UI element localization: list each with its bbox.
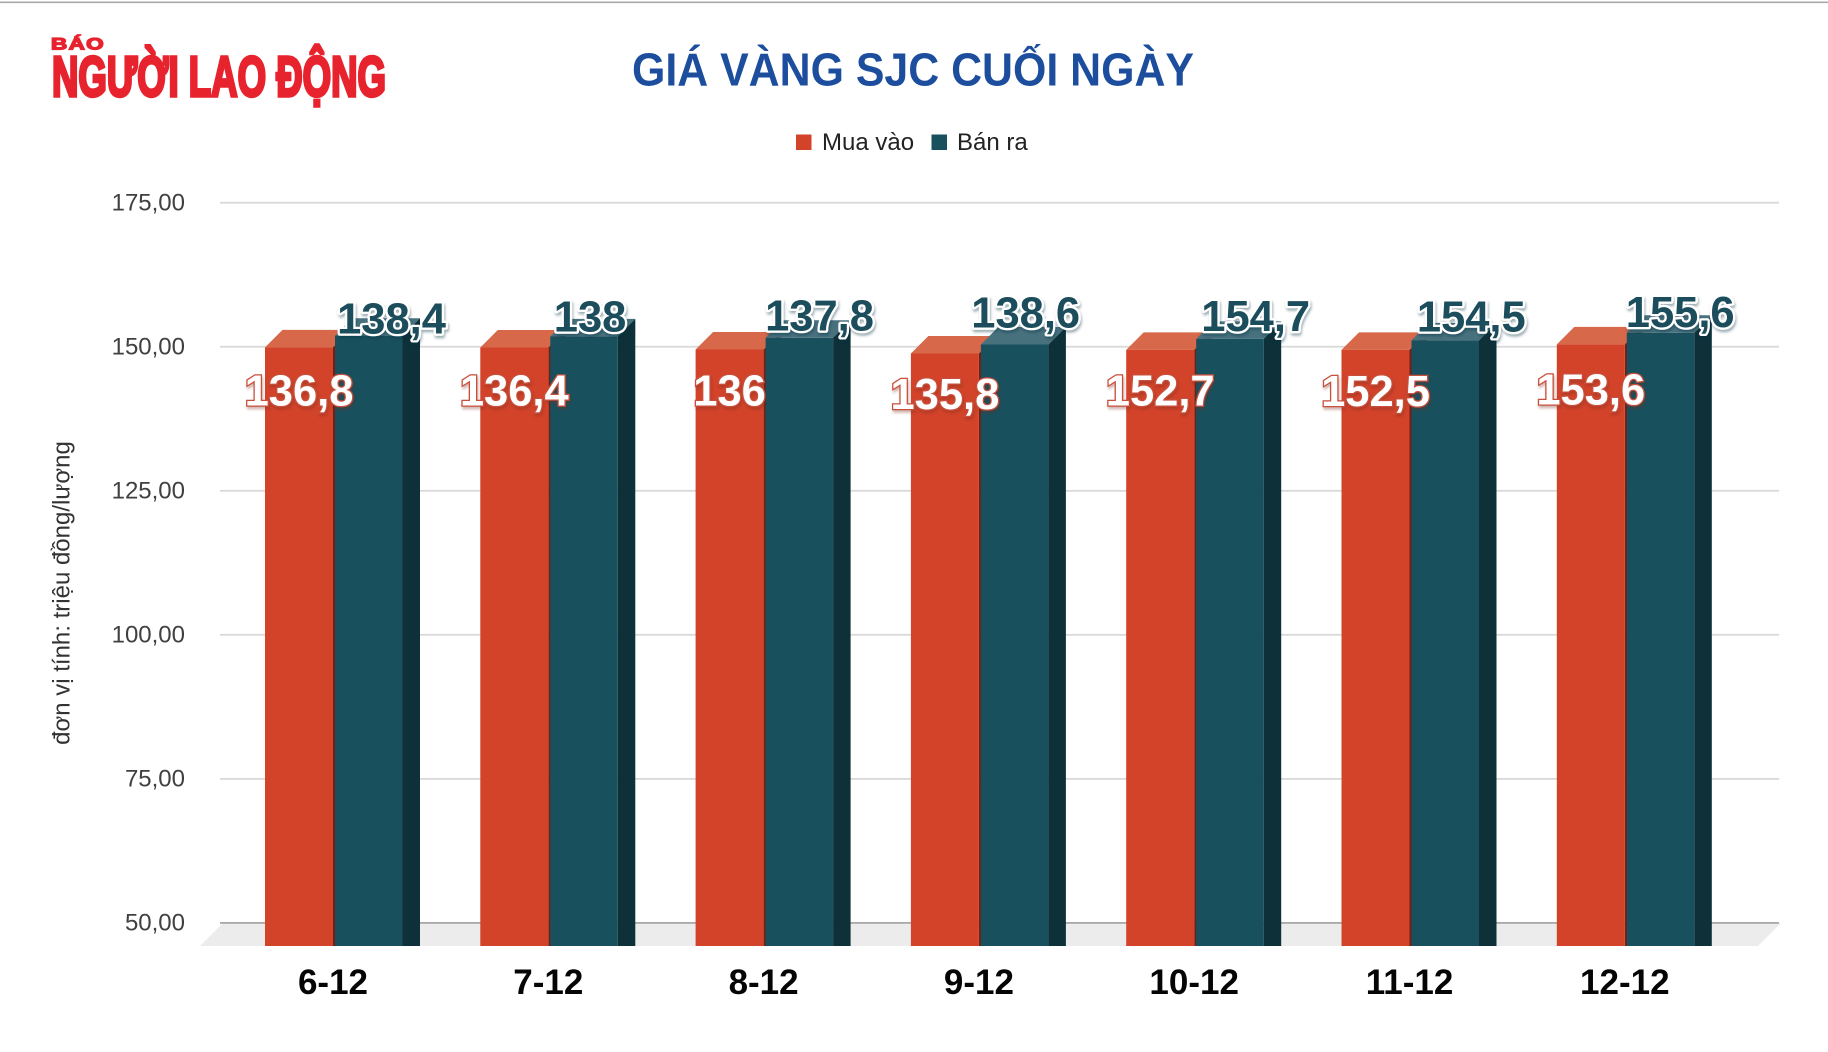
svg-text:GIÁ VÀNG SJC CUỐI NGÀY: GIÁ VÀNG SJC CUỐI NGÀY	[632, 44, 1194, 96]
svg-text:135,8: 135,8	[890, 371, 999, 419]
svg-text:136: 136	[693, 368, 766, 416]
svg-text:136,8: 136,8	[245, 368, 354, 416]
svg-text:152,5: 152,5	[1321, 368, 1430, 416]
svg-text:50,00: 50,00	[125, 910, 185, 937]
svg-text:137,8: 137,8	[765, 293, 874, 341]
svg-text:125,00: 125,00	[112, 478, 185, 505]
svg-text:9-12: 9-12	[944, 963, 1014, 1002]
svg-text:6-12: 6-12	[298, 963, 368, 1002]
svg-text:153,6: 153,6	[1536, 367, 1645, 415]
svg-text:10-12: 10-12	[1149, 963, 1239, 1002]
svg-text:154,7: 154,7	[1201, 293, 1310, 341]
svg-text:Mua vào: Mua vào	[822, 129, 914, 156]
svg-text:12-12: 12-12	[1580, 963, 1670, 1002]
svg-text:100,00: 100,00	[112, 622, 185, 649]
svg-text:7-12: 7-12	[513, 963, 583, 1002]
svg-text:138: 138	[554, 294, 627, 342]
svg-text:BÁO: BÁO	[51, 35, 105, 54]
svg-text:138,6: 138,6	[971, 289, 1080, 337]
svg-text:11-12: 11-12	[1366, 963, 1454, 1002]
svg-text:Bán ra: Bán ra	[957, 129, 1028, 156]
svg-text:154,5: 154,5	[1417, 294, 1526, 342]
svg-text:175,00: 175,00	[112, 189, 185, 216]
svg-text:75,00: 75,00	[125, 766, 185, 793]
svg-text:152,7: 152,7	[1106, 367, 1215, 415]
svg-text:8-12: 8-12	[729, 963, 799, 1002]
svg-text:đơn vị tính: triệu đồng/lượng: đơn vị tính: triệu đồng/lượng	[49, 441, 76, 745]
svg-text:155,6: 155,6	[1626, 289, 1735, 337]
svg-text:138,4: 138,4	[337, 295, 446, 343]
svg-text:NGƯỜI LAO ĐỘNG: NGƯỜI LAO ĐỘNG	[52, 44, 386, 109]
svg-text:136,4: 136,4	[460, 368, 569, 416]
svg-text:150,00: 150,00	[112, 333, 185, 360]
